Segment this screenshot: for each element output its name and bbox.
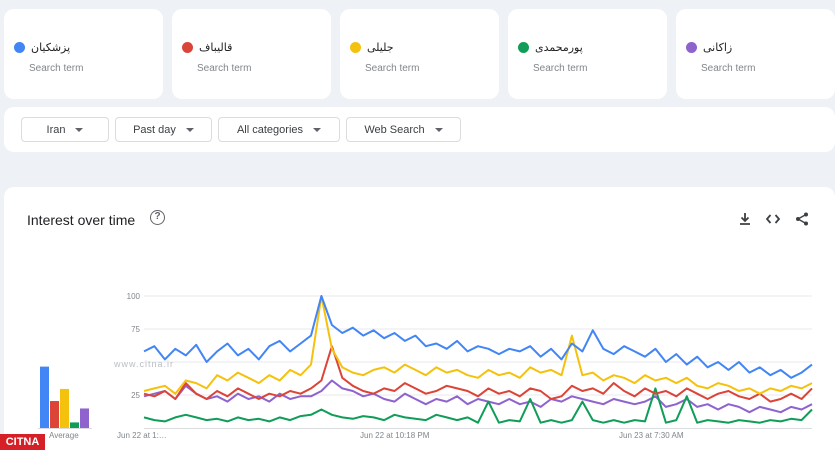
x-tick-label: Jun 23 at 7:30 AM <box>619 431 684 440</box>
region-dropdown-label: Iran <box>46 123 66 136</box>
search-type-dropdown[interactable]: Web Search <box>346 117 461 142</box>
series-line-1 <box>143 295 813 379</box>
series-color-dot <box>182 42 193 53</box>
search-term-label: Search term <box>29 63 84 74</box>
search-terms-row: پزشکیان Search term قالیباف Search term … <box>4 9 835 99</box>
search-term-card-4[interactable]: پورمحمدی Search term <box>508 9 667 99</box>
average-bar-chart <box>38 366 92 429</box>
chart-title: Interest over time <box>27 212 136 228</box>
search-term-name: پورمحمدی <box>535 41 583 54</box>
x-tick-label: Jun 22 at 10:18 PM <box>360 431 430 440</box>
average-label: Average <box>49 431 79 440</box>
series-color-dot <box>518 42 529 53</box>
time-range-dropdown[interactable]: Past day <box>115 117 212 142</box>
series-line-2 <box>143 345 813 403</box>
series-color-dot <box>350 42 361 53</box>
search-type-dropdown-label: Web Search <box>364 123 425 136</box>
search-term-label: Search term <box>197 63 252 74</box>
citna-logo: CITNA <box>0 434 45 450</box>
average-bar-1 <box>40 366 49 428</box>
average-bar-3 <box>60 388 69 428</box>
search-term-name: قالیباف <box>199 41 233 54</box>
chevron-down-icon <box>185 127 194 132</box>
interest-over-time-card: Interest over time ? Average 100 75 25 Jun… <box>4 187 835 450</box>
search-term-name: پزشکیان <box>31 41 71 54</box>
line-chart-plot: 100 75 25 <box>127 292 813 429</box>
chevron-down-icon <box>313 127 322 132</box>
search-term-name: زاکانی <box>703 41 733 54</box>
embed-code-icon[interactable] <box>765 211 781 227</box>
region-dropdown[interactable]: Iran <box>21 117 109 142</box>
search-term-name: جلیلی <box>367 41 394 54</box>
search-term-card-1[interactable]: پزشکیان Search term <box>4 9 163 99</box>
search-term-card-2[interactable]: قالیباف Search term <box>172 9 331 99</box>
average-bar-2 <box>50 401 59 428</box>
series-color-dot <box>14 42 25 53</box>
x-tick-label: Jun 22 at 1:… <box>117 431 167 440</box>
y-tick-label: 100 <box>127 292 141 301</box>
time-range-dropdown-label: Past day <box>133 123 176 136</box>
download-icon[interactable] <box>737 211 753 227</box>
search-term-label: Search term <box>701 63 756 74</box>
search-term-label: Search term <box>533 63 588 74</box>
y-tick-label: 75 <box>131 325 140 334</box>
series-line-3 <box>143 295 813 395</box>
share-icon[interactable] <box>794 211 810 227</box>
series-line-4 <box>143 387 813 424</box>
search-term-card-5[interactable]: زاکانی Search term <box>676 9 835 99</box>
search-term-label: Search term <box>365 63 420 74</box>
search-term-card-3[interactable]: جلیلی Search term <box>340 9 499 99</box>
chevron-down-icon <box>434 127 443 132</box>
chevron-down-icon <box>75 127 84 132</box>
watermark-text: www.citna.ir <box>114 359 175 369</box>
series-color-dot <box>686 42 697 53</box>
help-circle-icon[interactable]: ? <box>150 210 165 225</box>
category-dropdown[interactable]: All categories <box>218 117 340 142</box>
category-dropdown-label: All categories <box>236 123 304 136</box>
average-bar-5 <box>80 408 89 428</box>
y-tick-label: 25 <box>131 391 140 400</box>
filter-bar: Iran Past day All categories Web Search <box>4 107 835 152</box>
average-bar-4 <box>70 422 79 428</box>
